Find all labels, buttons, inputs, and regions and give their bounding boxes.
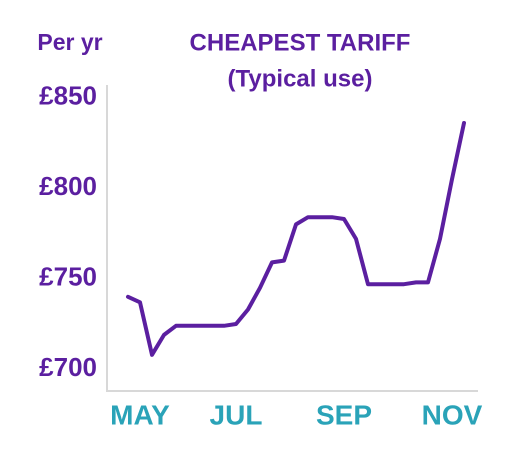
y-tick-label: £850 xyxy=(39,81,97,111)
y-tick-label: £800 xyxy=(39,171,97,201)
x-tick-label: NOV xyxy=(422,399,483,430)
chart-subtitle: (Typical use) xyxy=(228,65,373,92)
chart-title: CHEAPEST TARIFF xyxy=(190,29,411,56)
line xyxy=(126,121,466,357)
y-tick-label: £700 xyxy=(39,352,97,382)
x-tick-label: MAY xyxy=(110,399,170,430)
y-axis-label: Per yr xyxy=(37,29,102,55)
x-tick-label: JUL xyxy=(210,399,263,430)
x-tick-label: SEP xyxy=(316,399,372,430)
y-tick-label: £750 xyxy=(39,262,97,292)
